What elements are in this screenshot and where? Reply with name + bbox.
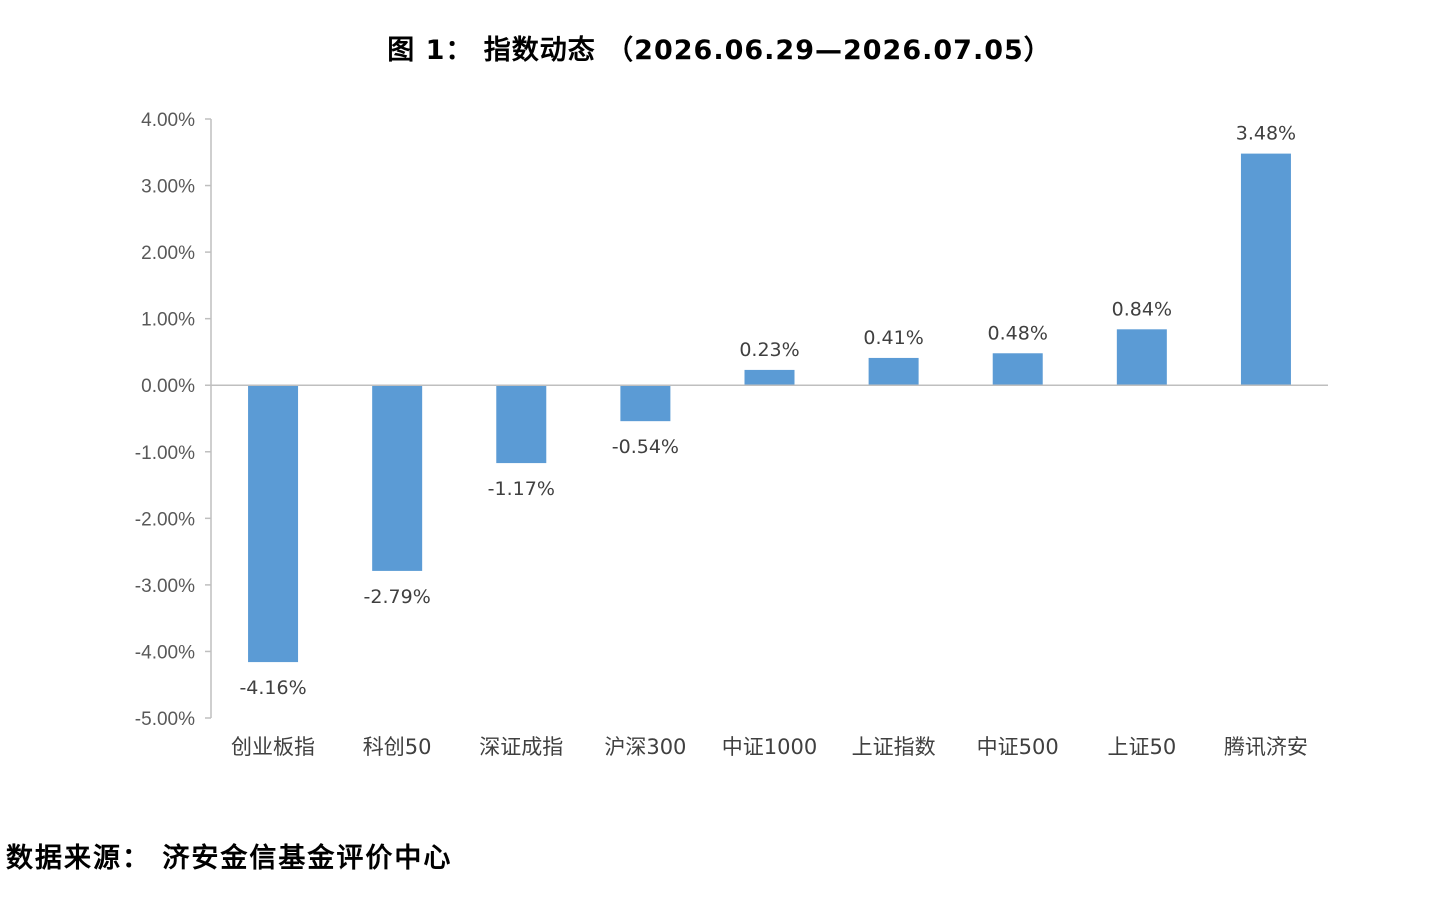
y-tick-label: -5.00% <box>135 709 195 730</box>
category-label: 深证成指 <box>479 735 563 759</box>
data-source-note: 数据来源： 济安金信基金评价中心 <box>6 843 453 874</box>
y-tick-label: -1.00% <box>135 443 195 464</box>
chart-title: 图 1： 指数动态 （2026.06.29—2026.07.05） <box>387 35 1052 66</box>
category-label: 中证1000 <box>722 735 817 759</box>
data-label: 0.23% <box>739 339 799 361</box>
bar <box>496 385 547 464</box>
data-label: 0.48% <box>988 322 1048 344</box>
y-tick-label: -3.00% <box>135 576 195 597</box>
bar <box>744 369 795 386</box>
y-tick-label: 2.00% <box>141 243 195 264</box>
bar <box>1116 329 1167 386</box>
bar <box>248 385 299 663</box>
data-label: -1.17% <box>488 478 555 500</box>
data-label: -0.54% <box>612 436 679 458</box>
data-label: -4.16% <box>239 677 306 699</box>
bar <box>620 385 671 422</box>
label-layer: -4.16% 创业板指 -2.79% 科创50 -1.17% 深证成指 -0.54% 沪深30… <box>211 123 1328 759</box>
y-tick-label: 0.00% <box>141 376 195 397</box>
y-tick-label: 1.00% <box>141 310 195 331</box>
bar <box>868 357 919 386</box>
y-tick-label: -4.00% <box>135 642 195 663</box>
bar-layer <box>248 153 1291 663</box>
category-label: 上证指数 <box>852 735 936 759</box>
data-label: 0.41% <box>863 327 923 349</box>
y-tick-label: 4.00% <box>141 110 195 131</box>
data-label: 0.84% <box>1112 298 1172 320</box>
bar <box>992 353 1043 386</box>
bar <box>372 385 423 571</box>
category-label: 沪深300 <box>604 735 686 759</box>
category-label: 中证500 <box>977 735 1059 759</box>
category-label: 上证50 <box>1107 735 1176 759</box>
y-tick-label: -2.00% <box>135 509 195 530</box>
data-label: -2.79% <box>364 586 431 608</box>
bar <box>1240 153 1291 386</box>
y-tick-label: 3.00% <box>141 177 195 198</box>
category-label: 腾讯济安 <box>1224 735 1308 759</box>
category-label: 科创50 <box>363 735 432 759</box>
category-label: 创业板指 <box>231 735 315 759</box>
data-label: 3.48% <box>1236 123 1296 145</box>
axis-layer: 4.00% 3.00% 2.00% 1.00% 0.00% -1.00% -2.00% -3.… <box>135 110 212 730</box>
